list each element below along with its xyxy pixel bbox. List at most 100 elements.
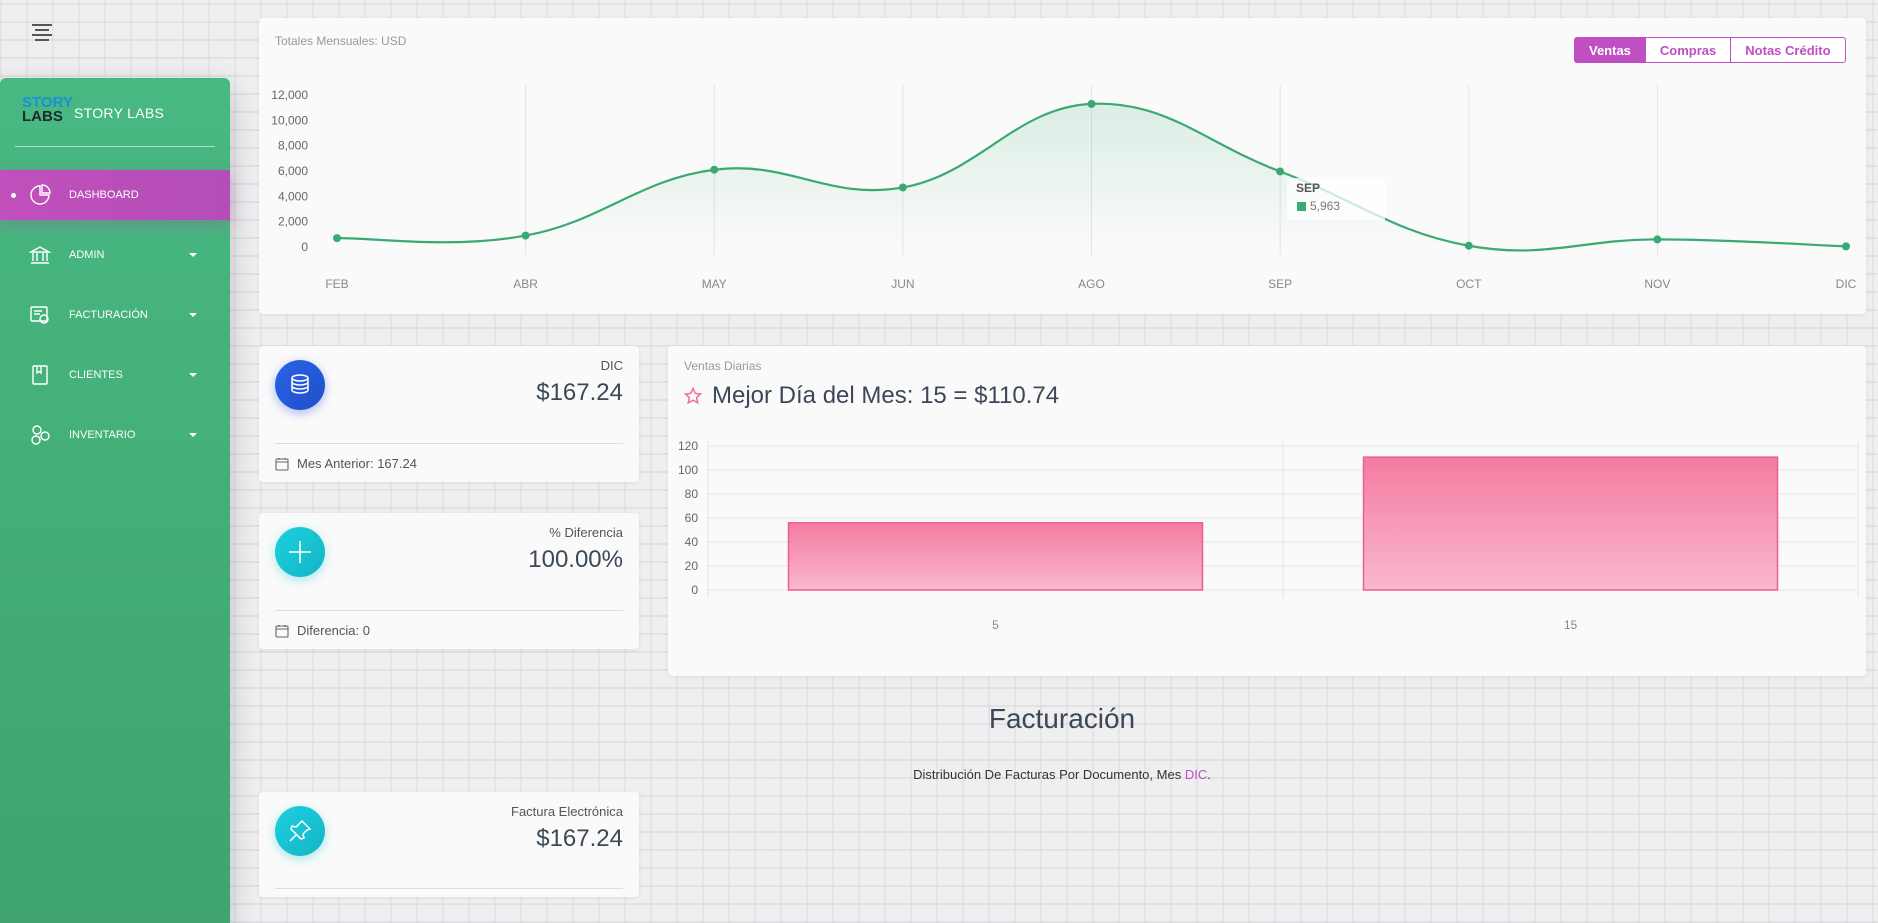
y-tick-label: 0	[301, 240, 308, 254]
stat-value: 100.00%	[528, 546, 623, 573]
bank-icon	[28, 246, 52, 264]
sidebar-item-dashboard[interactable]: DASHBOARD	[0, 170, 230, 220]
difference-card: % Diferencia 100.00% Diferencia: 0	[259, 513, 639, 649]
data-point[interactable]	[710, 165, 719, 174]
brand[interactable]: STORY LABS STORY LABS	[22, 94, 165, 130]
sidebar-item-label: FACTURACIÓN	[69, 309, 148, 321]
menu-toggle-icon[interactable]	[30, 22, 54, 42]
pie-chart-icon	[30, 184, 51, 205]
x-tick-label: JUN	[891, 277, 914, 291]
x-tick-label: SEP	[1268, 277, 1292, 291]
ventas-button[interactable]: Ventas	[1574, 37, 1646, 63]
month-highlight: DIC	[1184, 767, 1208, 782]
plus-icon	[275, 527, 325, 577]
sidebar-item-clientes[interactable]: CLIENTES	[0, 350, 230, 400]
brand-name: STORY LABS	[74, 105, 165, 121]
y-tick-label: 8,000	[278, 139, 308, 153]
x-tick-label: 15	[1564, 618, 1578, 632]
chart-tooltip: SEP 5,963	[1287, 178, 1385, 220]
active-dot	[11, 192, 16, 198]
x-tick-label: DIC	[1836, 277, 1857, 291]
stat-footer: Mes Anterior: 167.24	[275, 456, 417, 471]
best-day-heading: Mejor Día del Mes: 15 = $110.74	[684, 382, 1059, 410]
month-total-card: DIC $167.24 Mes Anterior: 167.24	[259, 346, 639, 482]
calendar-icon	[275, 624, 289, 638]
monthly-line-chart[interactable]: 0 2,000 4,000 6,000 8,000 10,000 12,000 FEB ABR…	[259, 18, 1866, 314]
stat-category: % Diferencia	[549, 525, 623, 540]
sidebar-item-label: ADMIN	[69, 249, 105, 261]
stat-footer-text: Diferencia: 0	[297, 623, 370, 638]
molecule-icon	[31, 425, 50, 445]
tooltip-value: 5,963	[1310, 199, 1340, 213]
sidebar: STORY LABS STORY LABS DASHBOARD ADMIN FA…	[0, 78, 230, 923]
y-tick-label: 20	[685, 559, 699, 573]
facturacion-title: Facturación	[988, 703, 1136, 734]
tooltip-label: SEP	[1296, 181, 1320, 195]
monthly-totals-card: Totales Mensuales: USD Ventas Compras No…	[259, 18, 1866, 314]
sidebar-item-facturacion[interactable]: FACTURACIÓN	[0, 290, 230, 340]
daily-bar-chart[interactable]: 0 20 40 60 80 100 120 5 15	[668, 346, 1866, 676]
facturacion-subtitle: Distribución De Facturas Por Documento, …	[913, 767, 1211, 782]
sidebar-item-label: INVENTARIO	[69, 429, 136, 441]
sidebar-item-admin[interactable]: ADMIN	[0, 230, 230, 280]
data-point[interactable]	[1842, 242, 1850, 251]
x-tick-label: AGO	[1078, 277, 1105, 291]
data-point[interactable]	[1653, 235, 1662, 244]
line-area-fill	[337, 103, 1846, 251]
chevron-down-icon	[189, 373, 197, 377]
y-tick-label: 60	[685, 511, 699, 525]
y-tick-label: 40	[685, 535, 699, 549]
x-tick-label: 5	[992, 618, 999, 632]
sidebar-item-label: DASHBOARD	[69, 189, 139, 201]
data-point[interactable]	[1276, 167, 1285, 176]
y-tick-label: 12,000	[271, 88, 308, 102]
y-tick-label: 120	[678, 439, 698, 453]
best-day-text: Mejor Día del Mes: 15 = $110.74	[712, 382, 1060, 409]
stat-value: $167.24	[536, 825, 623, 852]
monthly-chart-title: Totales Mensuales: USD	[275, 34, 407, 48]
data-point[interactable]	[898, 183, 907, 192]
daily-chart-title: Ventas Diarias	[684, 359, 762, 373]
data-point[interactable]	[521, 231, 530, 240]
y-tick-label: 80	[685, 487, 699, 501]
y-tick-label: 4,000	[278, 189, 308, 203]
stat-divider	[275, 610, 623, 611]
stat-footer-text: Mes Anterior: 167.24	[297, 456, 417, 471]
bar[interactable]	[787, 522, 1204, 591]
stat-footer: Diferencia: 0	[275, 623, 370, 638]
x-tick-label: NOV	[1644, 277, 1670, 291]
data-point[interactable]	[1087, 99, 1096, 108]
sidebar-divider	[15, 146, 215, 147]
pin-icon	[275, 806, 325, 856]
y-tick-label: 0	[691, 583, 698, 597]
book-icon	[32, 365, 48, 385]
x-tick-label: FEB	[325, 277, 348, 291]
bar[interactable]	[1362, 456, 1779, 591]
stat-category: DIC	[600, 358, 623, 373]
x-tick-label: ABR	[513, 277, 538, 291]
sidebar-item-label: CLIENTES	[69, 369, 123, 381]
brand-logo: STORY LABS	[22, 94, 73, 125]
chevron-down-icon	[189, 253, 197, 257]
invoice-icon	[30, 306, 49, 324]
stat-divider	[275, 443, 623, 444]
y-tick-label: 2,000	[278, 215, 308, 229]
tooltip-swatch	[1297, 202, 1306, 211]
y-tick-label: 100	[678, 463, 698, 477]
data-point[interactable]	[1464, 241, 1473, 250]
data-point[interactable]	[333, 234, 341, 243]
factura-electronica-card: Factura Electrónica $167.24	[259, 792, 639, 897]
x-tick-label: MAY	[702, 277, 727, 291]
stat-value: $167.24	[536, 379, 623, 406]
x-tick-label: OCT	[1456, 277, 1482, 291]
sidebar-item-inventario[interactable]: INVENTARIO	[0, 410, 230, 460]
chart-type-toggle: Ventas Compras Notas Crédito	[1574, 37, 1846, 63]
y-tick-label: 10,000	[271, 113, 308, 127]
chevron-down-icon	[189, 433, 197, 437]
y-tick-label: 6,000	[278, 164, 308, 178]
stat-category: Factura Electrónica	[511, 804, 623, 819]
chevron-down-icon	[189, 313, 197, 317]
notas-credito-button[interactable]: Notas Crédito	[1730, 37, 1846, 63]
stat-divider	[275, 888, 623, 889]
calendar-icon	[275, 457, 289, 471]
